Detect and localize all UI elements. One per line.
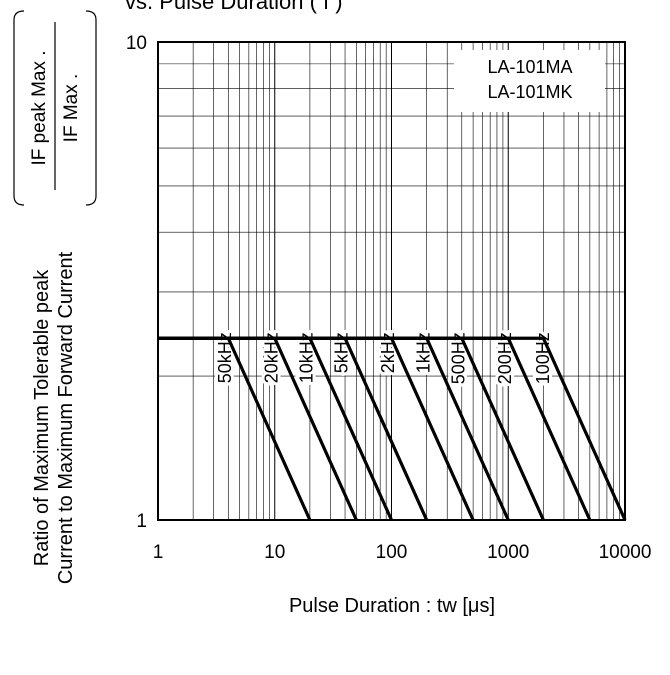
frequency-label: 500Hz xyxy=(448,332,468,384)
y-tick-label: 10 xyxy=(126,33,147,54)
y-axis-formula: IF peak Max . IF Max . xyxy=(13,10,97,206)
formula-bracket-right xyxy=(85,10,97,206)
x-axis-label: Pulse Duration : tw [μs] xyxy=(289,595,495,617)
series-line xyxy=(158,336,627,521)
legend: LA-101MA LA-101MK xyxy=(454,50,605,112)
plot-frame xyxy=(157,41,626,521)
x-tick-label: 1 xyxy=(153,542,164,563)
x-tick-label: 1000 xyxy=(487,542,529,563)
x-tick-labels: 1 10 100 1000 10000 xyxy=(153,542,652,563)
y-axis-label-line1: Ratio of Maximum Tolerable peak xyxy=(31,269,53,566)
y-axis-label-line2: Current to Maximum Forward Current xyxy=(55,251,77,584)
x-tick-label: 10 xyxy=(264,542,285,563)
formula-numerator: IF peak Max . xyxy=(29,50,50,165)
frequency-labels: 50kHz 20kHz 10kHz 5kHz 2kHz 1kHz 500Hz 200Hz 100… xyxy=(212,329,556,387)
legend-item-la101ma: LA-101MA xyxy=(487,57,572,77)
series-lines xyxy=(158,336,627,521)
frequency-label: 200Hz xyxy=(495,332,515,384)
grid-minor xyxy=(158,42,625,520)
frequency-label: 20kHz xyxy=(261,332,281,383)
x-tick-label: 100 xyxy=(376,542,408,563)
series-line xyxy=(158,336,358,521)
legend-box xyxy=(454,50,605,112)
frequency-label: 50kHz xyxy=(215,332,235,383)
plot-area: 50kHz 20kHz 10kHz 5kHz 2kHz 1kHz 500Hz 200Hz 100… xyxy=(157,41,627,521)
chart-title: vs. Pulse Duration ( f ) xyxy=(125,0,343,14)
formula-denominator: IF Max . xyxy=(61,74,82,143)
y-tick-label: 1 xyxy=(136,511,147,532)
x-tick-label: 10000 xyxy=(599,542,652,563)
y-tick-labels: 1 10 xyxy=(126,33,147,532)
formula-bracket-left xyxy=(13,10,25,206)
frequency-label: 10kHz xyxy=(297,332,317,383)
legend-item-la101mk: LA-101MK xyxy=(487,82,572,102)
